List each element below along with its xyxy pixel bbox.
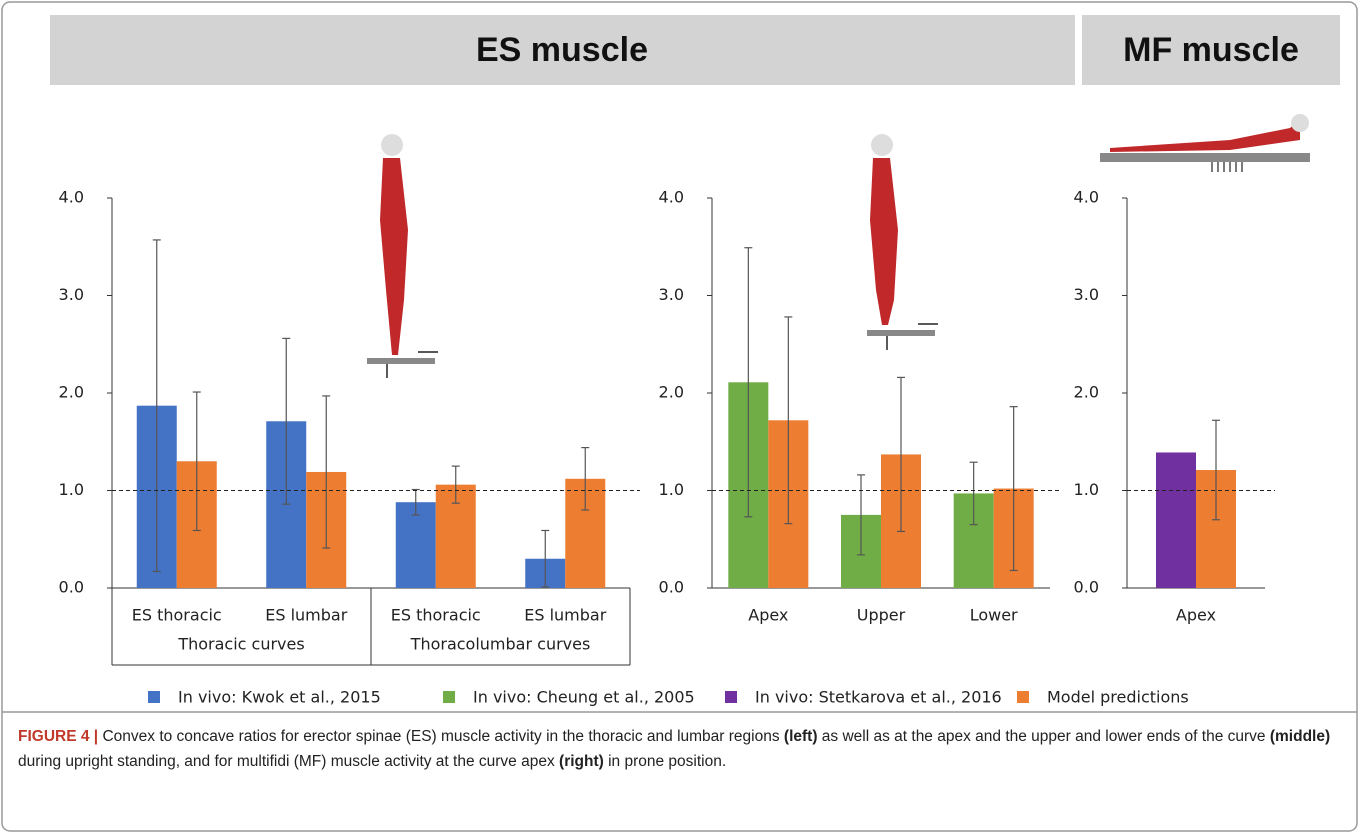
x-tick-label: ES lumbar <box>265 606 347 625</box>
header-band <box>1082 15 1340 85</box>
x-tick-label: Apex <box>1176 606 1216 625</box>
y-tick-label: 1.0 <box>659 480 684 499</box>
header: MF muscle <box>1123 31 1299 69</box>
caption-text: during upright standing, and for multifi… <box>18 753 560 770</box>
group-label: Thoracolumbar curves <box>410 635 591 654</box>
x-tick-label: ES thoracic <box>132 606 222 625</box>
y-tick-label: 4.0 <box>1074 188 1099 207</box>
group-label: Thoracic curves <box>177 635 304 654</box>
y-tick-label: 1.0 <box>1074 480 1099 499</box>
caption-label: FIGURE 4 | <box>18 728 99 745</box>
y-tick-label: 4.0 <box>59 188 84 207</box>
header-band <box>50 15 1075 85</box>
x-tick-label: Lower <box>970 606 1018 625</box>
legend-label: Model predictions <box>1047 688 1189 707</box>
y-tick-label: 2.0 <box>1074 383 1099 402</box>
caption-text: (left) <box>783 728 818 745</box>
bar <box>1156 452 1196 588</box>
y-tick-label: 4.0 <box>659 188 684 207</box>
y-tick-label: 0.0 <box>659 578 684 597</box>
x-tick-label: ES lumbar <box>524 606 606 625</box>
legend-swatch <box>1017 691 1029 703</box>
caption-text: Convex to concave ratios for erector spi… <box>102 728 784 745</box>
caption-text: in prone position. <box>603 753 727 770</box>
y-tick-label: 0.0 <box>59 578 84 597</box>
y-tick-label: 3.0 <box>1074 285 1099 304</box>
caption: FIGURE 4 | Convex to concave ratios for … <box>18 724 1343 774</box>
legend-label: In vivo: Stetkarova et al., 2016 <box>755 688 1002 707</box>
caption-text: (right) <box>559 753 604 770</box>
legend-swatch <box>148 691 160 703</box>
x-tick-label: Upper <box>857 606 906 625</box>
x-tick-label: Apex <box>748 606 788 625</box>
y-tick-label: 2.0 <box>59 383 84 402</box>
header: ES muscle <box>476 31 648 69</box>
y-tick-label: 3.0 <box>659 285 684 304</box>
caption-text: as well as at the apex and the upper and… <box>817 728 1270 745</box>
legend-label: In vivo: Kwok et al., 2015 <box>178 688 381 707</box>
y-tick-label: 3.0 <box>59 285 84 304</box>
bar <box>395 502 436 588</box>
x-tick-label: ES thoracic <box>391 606 481 625</box>
y-tick-label: 1.0 <box>59 480 84 499</box>
legend-label: In vivo: Cheung et al., 2005 <box>473 688 695 707</box>
y-tick-label: 0.0 <box>1074 578 1099 597</box>
caption-text: (middle) <box>1269 728 1331 745</box>
legend-swatch <box>725 691 737 703</box>
legend-swatch <box>443 691 455 703</box>
y-tick-label: 2.0 <box>659 383 684 402</box>
model-figure <box>367 114 1310 378</box>
